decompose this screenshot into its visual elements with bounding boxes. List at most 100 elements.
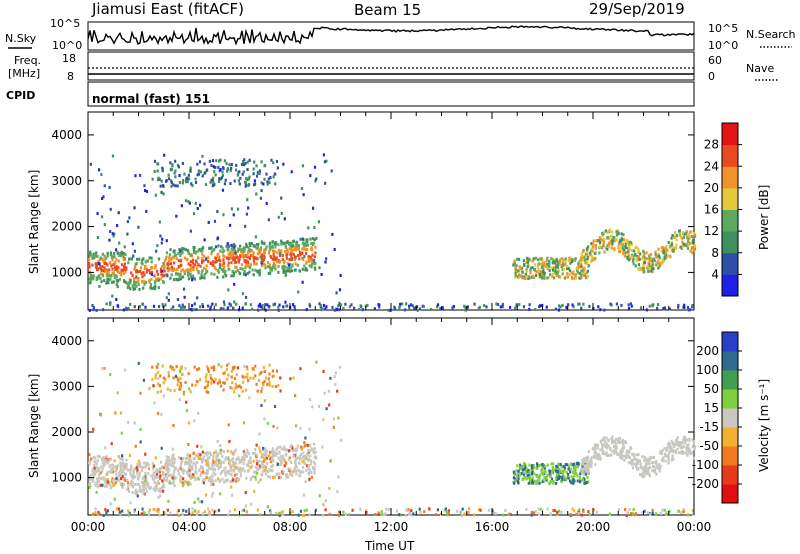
echo-cell <box>271 475 275 479</box>
echo-cell <box>115 258 118 262</box>
echo-cell <box>327 389 331 393</box>
echo-cell <box>451 306 454 310</box>
echo-cell <box>97 476 101 480</box>
echo-cell <box>648 267 652 271</box>
echo-cell <box>582 457 585 461</box>
echo-cell <box>291 303 295 307</box>
echo-cell <box>210 483 213 487</box>
echo-cell <box>202 455 205 459</box>
echo-cell <box>203 478 206 482</box>
echo-cell <box>198 500 201 504</box>
echo-cell <box>272 161 275 165</box>
echo-cell <box>254 465 257 469</box>
echo-cell <box>630 462 633 466</box>
echo-cell <box>247 248 251 252</box>
echo-cell <box>150 277 153 281</box>
echo-cell <box>540 256 544 260</box>
colorbar-swatch <box>722 389 738 409</box>
echo-cell <box>132 282 136 286</box>
echo-cell <box>230 458 233 462</box>
echo-cell <box>97 274 100 278</box>
echo-cell <box>238 394 241 398</box>
echo-cell <box>310 246 313 250</box>
echo-cell <box>177 469 180 473</box>
echo-cell <box>260 464 263 468</box>
echo-cell <box>90 274 93 278</box>
echo-cell <box>591 255 594 259</box>
echo-cell <box>221 263 224 267</box>
echo-cell <box>648 254 651 258</box>
echo-cell <box>212 183 215 187</box>
echo-cell <box>588 462 592 466</box>
echo-cell <box>618 250 622 254</box>
echo-cell <box>104 480 107 484</box>
colorbar-tick-label: -50 <box>699 439 719 453</box>
echo-cell <box>515 257 519 261</box>
echo-cell <box>160 412 163 416</box>
echo-cell <box>234 244 237 248</box>
echo-cell <box>123 262 126 266</box>
echo-cell <box>178 180 181 184</box>
echo-cell <box>530 510 533 514</box>
echo-cell <box>127 489 131 493</box>
colorbar-swatch <box>722 332 738 352</box>
echo-cell <box>126 481 130 485</box>
echo-cell <box>244 184 247 188</box>
echo-cell <box>159 267 163 271</box>
echo-cell <box>189 260 192 264</box>
echo-cell <box>570 260 574 264</box>
echo-cell <box>256 462 259 466</box>
echo-cell <box>653 470 657 474</box>
echo-cell <box>266 449 269 453</box>
echo-cell <box>134 475 137 479</box>
echo-cell <box>218 461 221 465</box>
echo-cell <box>196 265 199 269</box>
echo-cell <box>338 301 341 305</box>
echo-cell <box>204 375 208 379</box>
echo-cell <box>644 471 648 475</box>
echo-cell <box>683 435 686 439</box>
echo-cell <box>181 161 184 165</box>
echo-cell <box>571 303 574 307</box>
echo-cell <box>238 244 242 248</box>
echo-cell <box>299 426 302 430</box>
echo-cell <box>93 459 96 463</box>
echo-cell <box>530 468 533 472</box>
echo-cell <box>317 404 321 408</box>
echo-cell <box>161 489 164 493</box>
echo-cell <box>314 508 317 512</box>
echo-cell <box>667 456 670 460</box>
echo-cell <box>120 431 123 435</box>
echo-cell <box>167 469 170 473</box>
echo-cell <box>91 479 95 483</box>
freq-label-line1: Freq. <box>14 54 41 67</box>
echo-cell <box>164 179 168 183</box>
echo-cell <box>169 262 173 266</box>
echo-cell <box>244 295 248 299</box>
echo-cell <box>681 240 684 244</box>
echo-cell <box>233 508 237 512</box>
echo-cell <box>230 243 233 247</box>
echo-cell <box>528 307 531 311</box>
echo-cell <box>261 381 265 385</box>
echo-cell <box>96 454 100 458</box>
echo-cell <box>159 474 162 478</box>
echo-cell <box>112 234 115 238</box>
echo-cell <box>128 453 131 457</box>
echo-cell <box>583 255 586 259</box>
echo-cell <box>581 266 584 270</box>
echo-cell <box>309 174 312 178</box>
echo-cell <box>182 247 185 251</box>
y-tick-label: 1000 <box>51 265 82 279</box>
echo-cell <box>105 302 108 306</box>
echo-cell <box>302 455 305 459</box>
echo-cell <box>279 249 282 253</box>
echo-cell <box>261 463 264 467</box>
echo-cell <box>683 438 687 442</box>
echo-cell <box>248 175 251 179</box>
echo-cell <box>159 374 162 378</box>
echo-cell <box>302 514 306 518</box>
echo-cell <box>295 447 298 451</box>
echo-cell <box>647 458 650 462</box>
echo-cell <box>305 251 308 255</box>
